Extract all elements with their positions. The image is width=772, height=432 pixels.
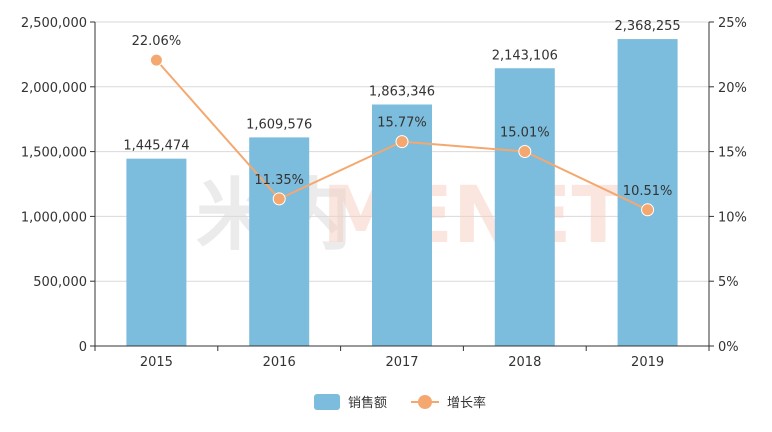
line-value-label: 15.01%	[500, 125, 550, 140]
line-value-label: 11.35%	[254, 173, 304, 188]
legend-line-marker	[418, 395, 432, 409]
bar	[249, 137, 310, 346]
axes: 0 0% 500,000 5% 1,000,000 10% 1,500,000 15% 2,00…	[21, 16, 747, 370]
data-labels: 1,445,474 1,609,576 1,863,346 2,143,106 2,36…	[123, 19, 680, 199]
y-right-tick-label: 5%	[718, 275, 739, 290]
y-left-tick-label: 2,000,000	[21, 81, 87, 96]
x-tick-label: 2016	[263, 355, 296, 370]
line-point	[641, 203, 655, 217]
x-tick-label: 2015	[140, 355, 173, 370]
watermark-en: MENET	[322, 171, 625, 261]
line-value-label: 22.06%	[132, 34, 182, 49]
bar	[494, 68, 555, 346]
line-value-label: 10.51%	[623, 184, 673, 199]
legend-line-label: 增长率	[447, 395, 486, 411]
line-value-label: 15.77%	[377, 116, 427, 131]
y-left-tick-label: 2,500,000	[21, 16, 87, 31]
x-tick-label: 2019	[631, 355, 664, 370]
y-left-tick-label: 0	[79, 340, 87, 355]
line-point	[518, 144, 532, 158]
line-point	[395, 135, 409, 149]
bar-value-label: 2,143,106	[492, 48, 558, 63]
line-point	[149, 53, 163, 67]
y-left-tick-label: 1,000,000	[21, 210, 87, 225]
bar-value-label: 1,445,474	[123, 139, 189, 154]
bar	[617, 39, 678, 346]
legend-bar-label: 销售额	[348, 395, 387, 411]
line-series	[149, 53, 655, 217]
x-tick-label: 2018	[508, 355, 541, 370]
y-left-tick-label: 1,500,000	[21, 146, 87, 161]
y-right-tick-label: 20%	[718, 81, 747, 96]
y-right-tick-label: 0%	[718, 340, 739, 355]
bar	[126, 158, 187, 346]
y-right-tick-label: 25%	[718, 16, 747, 31]
legend-bar-swatch	[314, 394, 340, 410]
legend: 销售额 增长率	[314, 394, 486, 411]
bar-value-label: 2,368,255	[615, 19, 681, 34]
y-right-tick-label: 10%	[718, 210, 747, 225]
y-right-tick-label: 15%	[718, 146, 747, 161]
bar-value-label: 1,863,346	[369, 85, 435, 100]
line-point	[272, 192, 286, 206]
bar-series	[126, 39, 678, 346]
x-tick-label: 2017	[385, 355, 418, 370]
bar-value-label: 1,609,576	[246, 117, 312, 132]
y-left-tick-label: 500,000	[33, 275, 87, 290]
